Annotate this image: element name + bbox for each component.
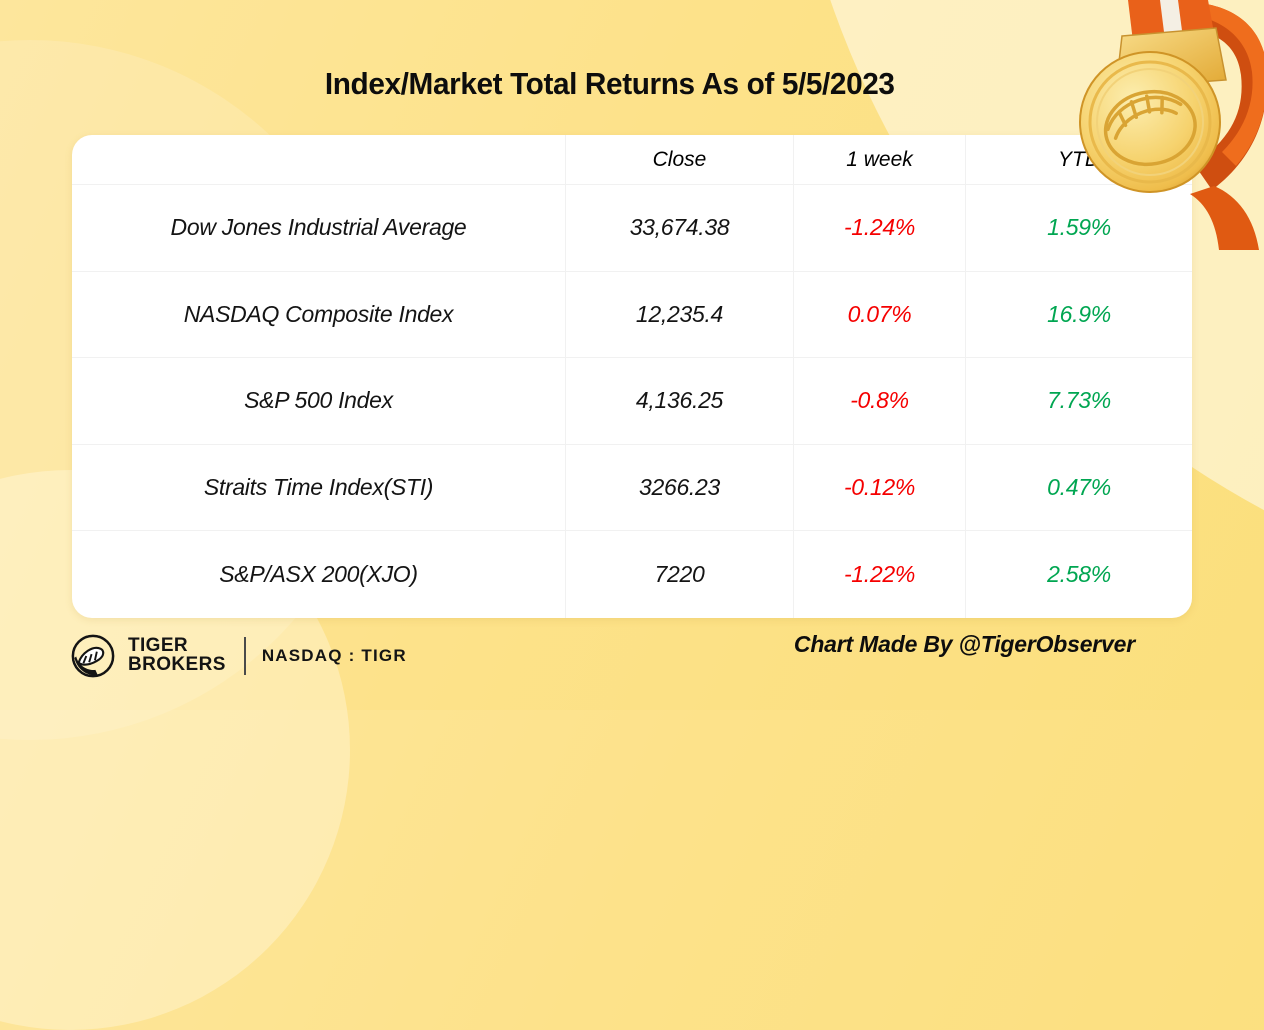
close-value: 3266.23: [566, 444, 794, 532]
index-name: Straits Time Index(STI): [72, 444, 566, 532]
week-return: 0.07%: [794, 271, 966, 359]
brand-name: TIGER BROKERS: [128, 637, 226, 674]
brand-footer: TIGER BROKERS NASDAQ : TIGR: [70, 633, 407, 679]
page-title: Index/Market Total Returns As of 5/5/202…: [325, 66, 895, 101]
week-return: -1.24%: [794, 185, 966, 272]
ytd-return: 16.9%: [966, 272, 1192, 359]
close-value: 33,674.38: [566, 185, 794, 272]
brand-line2: BROKERS: [128, 654, 226, 675]
ytd-return: 7.73%: [966, 358, 1192, 445]
week-return: -0.12%: [794, 444, 966, 532]
footer-divider: [243, 637, 246, 675]
gold-medal-with-orange-ribbon-icon: [1079, 0, 1264, 250]
tiger-tail-in-circle-icon: [71, 634, 115, 678]
header-cell-blank: [72, 135, 566, 185]
index-name: S&P/ASX 200(XJO): [72, 531, 566, 618]
ytd-return: 0.47%: [966, 445, 1192, 532]
index-name: S&P 500 Index: [72, 358, 566, 445]
index-name: NASDAQ Composite Index: [72, 271, 566, 359]
brand-line1: TIGER: [128, 635, 189, 657]
credit-text: Chart Made By @TigerObserver: [793, 631, 1135, 657]
ytd-return: 2.58%: [1047, 561, 1111, 588]
week-return: -1.22%: [794, 531, 966, 618]
ticker-label: NASDAQ : TIGR: [261, 646, 407, 665]
close-value: 7220: [566, 531, 794, 618]
header-cell-1week: 1 week: [794, 135, 966, 185]
header-cell-close: Close: [566, 135, 794, 185]
index-name: Dow Jones Industrial Average: [72, 185, 566, 272]
ytd-return: 1.59%: [966, 185, 1192, 272]
close-value: 12,235.4: [566, 271, 794, 359]
week-return: -0.8%: [794, 358, 966, 445]
close-value: 4,136.25: [566, 358, 794, 445]
title-wrap: Index/Market Total Returns As of 5/5/202…: [0, 66, 1220, 102]
returns-table: Close 1 week YTD Dow Jones Industrial Av…: [72, 135, 1192, 618]
